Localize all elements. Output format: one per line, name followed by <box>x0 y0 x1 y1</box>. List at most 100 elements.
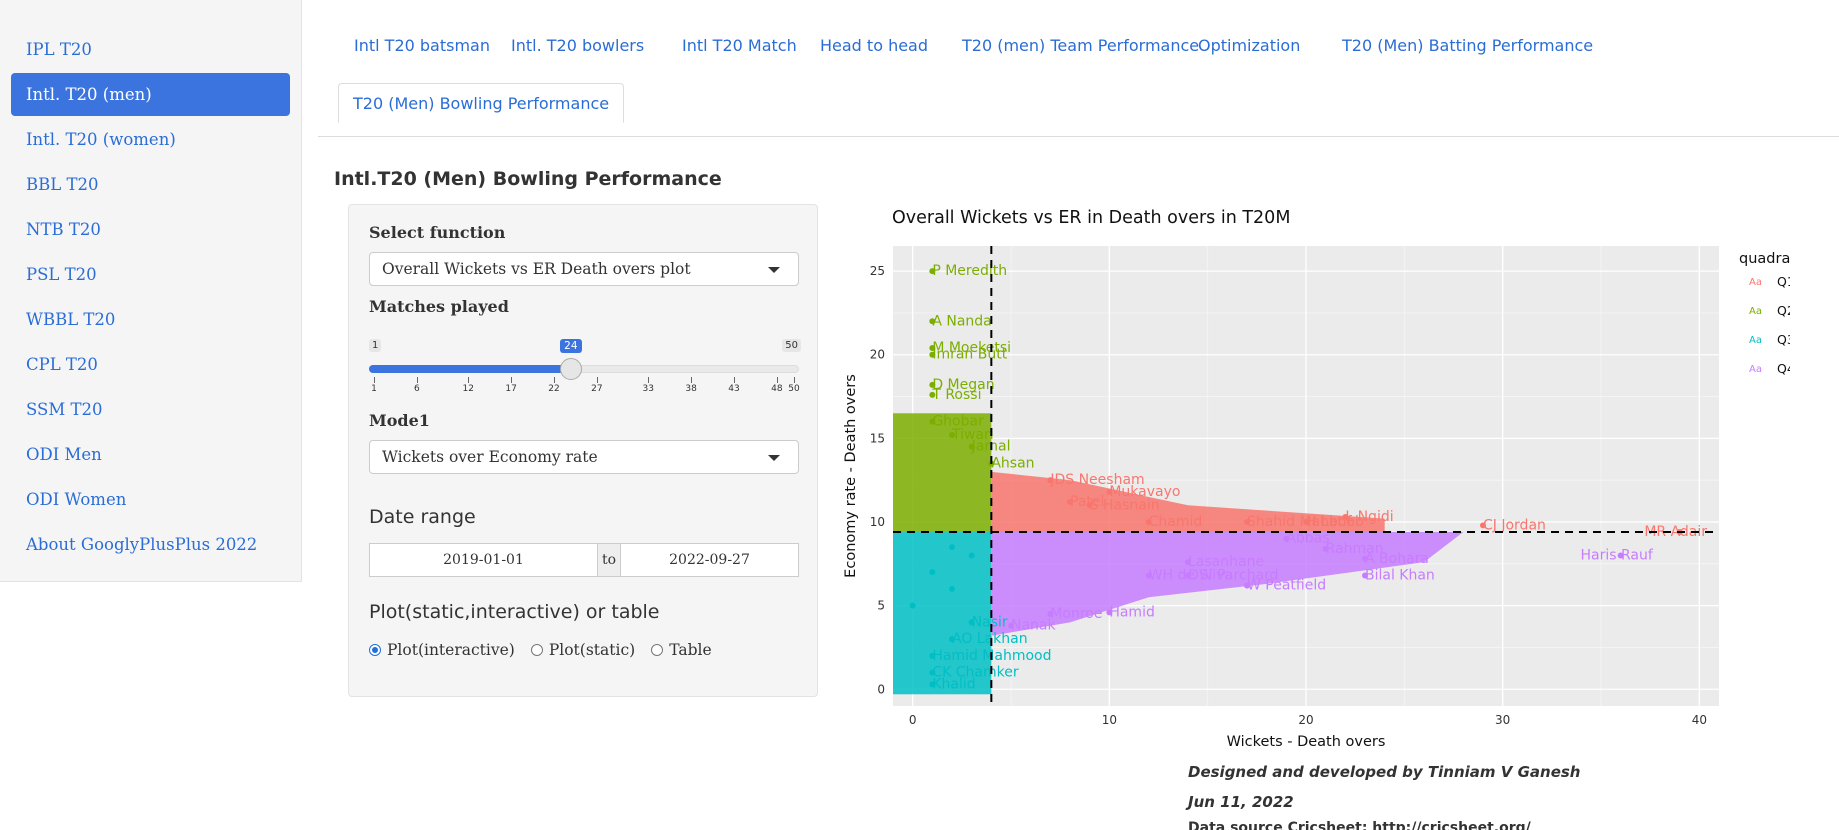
sidebar-item-intl-t20-men[interactable]: Intl. T20 (men) <box>11 73 290 116</box>
sidebar-item-ntb-t20[interactable]: NTB T20 <box>26 220 101 239</box>
data-point <box>1106 488 1113 495</box>
radio-label: Plot(static) <box>548 641 636 659</box>
point-label: Hamid <box>1109 604 1155 620</box>
tab-intl-t20-match[interactable]: Intl T20 Match <box>682 36 797 55</box>
point-label: Ahsan <box>991 455 1034 471</box>
function-select-value: Overall Wickets vs ER Death overs plot <box>382 260 691 278</box>
data-point <box>968 619 975 626</box>
point-label: Shahid Mahboob <box>1247 514 1364 530</box>
slider-tick <box>794 377 795 383</box>
slider-tick <box>416 377 418 383</box>
slider-tick <box>374 377 375 383</box>
slider-tick-label: 38 <box>685 384 697 394</box>
data-point <box>968 552 975 559</box>
legend-label: Q1 <box>1777 274 1790 289</box>
data-point <box>1067 498 1073 505</box>
point-label: Chamid <box>1149 514 1203 530</box>
point-label: H Latif <box>1306 514 1353 530</box>
date-from-input[interactable]: 2019-01-01 <box>369 543 598 577</box>
date-range-label: Date range <box>369 506 476 528</box>
sidebar: IPL T20 Intl. T20 (men) Intl. T20 (women… <box>0 0 302 582</box>
radio-button-icon[interactable] <box>651 644 664 656</box>
data-point <box>1362 572 1368 579</box>
point-label: Nasir <box>972 614 1008 630</box>
sidebar-item-cpl-t20[interactable]: CPL T20 <box>26 355 98 374</box>
data-point <box>949 432 955 439</box>
q2-density-block <box>893 413 992 533</box>
radio-plot-static[interactable]: Plot(static) <box>530 641 636 659</box>
data-point <box>929 681 936 688</box>
data-point <box>1145 519 1152 525</box>
radio-plot-interactive[interactable]: Plot(interactive) <box>369 641 515 659</box>
radio-table[interactable]: Table <box>651 641 712 659</box>
data-point <box>1322 545 1329 552</box>
slider-handle[interactable] <box>560 358 583 380</box>
radio-label: Table <box>669 641 712 659</box>
sidebar-item-bbl-t20[interactable]: BBL T20 <box>26 175 99 194</box>
point-label: Khalid <box>932 676 975 692</box>
legend-key-icon: Aa <box>1749 364 1762 375</box>
chevron-down-icon <box>768 267 780 273</box>
y-tick-label: 25 <box>870 264 885 278</box>
point-label: MR Adair <box>1644 524 1707 540</box>
data-point <box>949 544 955 551</box>
data-point <box>929 569 936 576</box>
sidebar-item-ipl-t20[interactable]: IPL T20 <box>26 40 92 59</box>
slider-tick-label: 43 <box>728 384 740 394</box>
tab-divider <box>318 136 1839 137</box>
y-tick-label: 10 <box>870 515 885 529</box>
point-label: CK Chamker <box>932 665 1018 681</box>
x-tick-label: 30 <box>1495 713 1510 727</box>
date-to-input[interactable]: 2022-09-27 <box>620 543 799 577</box>
matches-slider[interactable]: 1 24 50 1 6 12 17 22 27 33 38 43 48 50 <box>369 333 801 394</box>
sidebar-item-odi-men[interactable]: ODI Men <box>26 445 102 464</box>
data-point <box>929 391 936 398</box>
point-label: M Moeketsi <box>932 340 1011 356</box>
slider-tick <box>468 377 470 383</box>
data-point <box>949 585 955 592</box>
slider-fill <box>369 365 572 373</box>
data-point <box>929 268 936 275</box>
tab-intl-t20-bowlers[interactable]: Intl. T20 bowlers <box>511 36 645 55</box>
slider-min: 1 <box>369 339 382 352</box>
mode-select[interactable]: Wickets over Economy rate <box>369 440 799 474</box>
slider-tick-label: 22 <box>548 384 560 394</box>
q4-density-block <box>991 532 1464 636</box>
sidebar-item-psl-t20[interactable]: PSL T20 <box>26 265 97 284</box>
slider-tick <box>554 377 555 383</box>
output-radio-group: Plot(interactive) Plot(static) Table <box>369 641 712 659</box>
sidebar-item-ssm-t20[interactable]: SSM T20 <box>26 400 103 419</box>
sidebar-item-intl-t20-women[interactable]: Intl. T20 (women) <box>26 130 176 149</box>
tab-bowling-performance[interactable]: T20 (Men) Bowling Performance <box>338 83 625 123</box>
data-point <box>1480 522 1486 529</box>
y-axis-label: Economy rate - Death overs <box>843 374 859 578</box>
y-tick-label: 20 <box>870 348 885 362</box>
output-label: Plot(static,interactive) or table <box>369 601 660 623</box>
point-label: A Nanda <box>932 313 991 329</box>
slider-tick-label: 50 <box>788 384 800 394</box>
tab-head-to-head[interactable]: Head to head <box>820 36 929 55</box>
data-point <box>1047 611 1054 617</box>
slider-tick-label: 48 <box>771 384 783 394</box>
point-label: Imran Butt <box>932 347 1007 363</box>
tab-team-performance[interactable]: T20 (men) Team Performance <box>962 36 1200 55</box>
matches-label: Matches played <box>369 297 509 316</box>
footer-date: Jun 11, 2022 <box>1188 793 1294 811</box>
chevron-down-icon <box>768 455 780 461</box>
radio-button-icon[interactable] <box>369 644 381 656</box>
radio-button-icon[interactable] <box>530 644 543 656</box>
tab-batting-performance[interactable]: T20 (Men) Batting Performance <box>1342 36 1594 55</box>
function-select[interactable]: Overall Wickets vs ER Death overs plot <box>369 252 799 286</box>
point-label: JDS Neesham <box>1049 472 1144 488</box>
point-label: Haris Rauf <box>1581 547 1654 563</box>
point-label: Patel <box>1070 494 1104 510</box>
tab-intl-t20-batsman[interactable]: Intl T20 batsman <box>354 36 490 55</box>
slider-tick <box>596 377 598 383</box>
data-point <box>1106 609 1113 616</box>
sidebar-item-about[interactable]: About GooglyPlusPlus 2022 <box>26 535 258 554</box>
tab-optimization[interactable]: Optimization <box>1198 36 1301 55</box>
mode-label: Mode1 <box>369 411 430 430</box>
sidebar-item-wbbl-t20[interactable]: WBBL T20 <box>26 310 116 329</box>
sidebar-item-odi-women[interactable]: ODI Women <box>26 490 127 509</box>
scatter-chart[interactable]: 0 10 20 30 40 0 5 10 15 20 25 MR Adair CJ Jordan L Ng… <box>840 240 1790 760</box>
